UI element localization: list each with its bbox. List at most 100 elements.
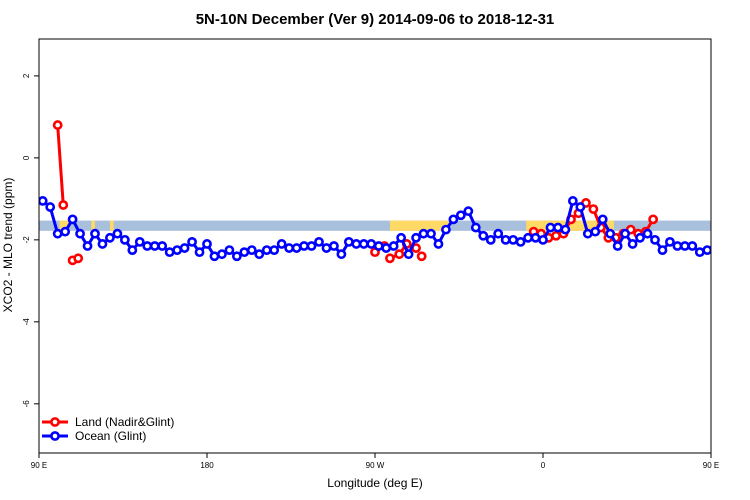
y-tick-label: 0 [22, 155, 31, 160]
plot-contents [39, 120, 741, 266]
ocean-point [605, 228, 616, 239]
legend-ocean-label: Ocean (Glint) [75, 429, 146, 443]
ocean-point [314, 237, 324, 247]
ocean-point [246, 245, 257, 255]
ocean-point [336, 249, 347, 260]
ocean-point [299, 241, 309, 251]
ocean-point [90, 228, 100, 239]
ocean-point [351, 239, 362, 249]
ocean-point [39, 196, 48, 206]
ocean-point [627, 239, 638, 249]
ocean-point [172, 245, 183, 255]
land-band-segment [389, 220, 450, 231]
ocean-point [157, 241, 168, 251]
ocean-point [441, 224, 451, 235]
ocean-point [411, 232, 421, 243]
ocean-point [202, 239, 212, 249]
ocean-point [381, 243, 392, 253]
ocean-point [112, 228, 123, 239]
ocean-point [709, 244, 711, 252]
ocean-point [493, 228, 504, 239]
ocean-point [149, 241, 160, 251]
land-point [385, 253, 395, 264]
ocean-point [67, 214, 78, 225]
ocean-point [560, 224, 571, 235]
ocean-point [726, 249, 733, 256]
land-point [728, 121, 735, 128]
ocean-point [538, 234, 548, 245]
ocean-point [470, 222, 481, 233]
ocean-point [261, 245, 272, 255]
legend-land-marker [50, 417, 60, 427]
ocean-point [567, 196, 578, 206]
y-tick-label: -4 [22, 318, 31, 326]
ocean-point [284, 243, 295, 253]
chart-title: 5N-10N December (Ver 9) 2014-09-06 to 20… [196, 11, 555, 28]
legend-land-label: Land (Nadir&Glint) [75, 415, 174, 429]
ocean-point [403, 249, 414, 260]
ocean-point [679, 241, 690, 251]
land-series-line [732, 125, 738, 205]
ocean-point [119, 234, 130, 245]
y-tick-label: -6 [22, 400, 31, 408]
ocean-point [687, 241, 698, 251]
ocean-point [224, 245, 235, 255]
land-point [416, 251, 427, 262]
x-tick-label: 0 [541, 461, 546, 470]
ocean-point [597, 214, 608, 225]
ocean-point [455, 210, 466, 221]
x-tick-label: 90 E [703, 461, 719, 470]
ocean-point [672, 241, 683, 251]
ocean-point [194, 247, 205, 258]
ocean-point [52, 228, 63, 239]
ocean-point [545, 222, 556, 233]
ocean-point [134, 237, 145, 247]
ocean-point [179, 243, 190, 253]
land-series-line [56, 124, 65, 206]
ocean-point [231, 251, 242, 262]
ocean-point [187, 237, 197, 247]
ocean-point [620, 228, 631, 239]
land-band-segment [91, 220, 95, 231]
ocean-point [575, 202, 586, 212]
ocean-point [373, 241, 384, 251]
ocean-point [508, 234, 519, 245]
ocean-point [657, 245, 668, 255]
ocean-point [478, 230, 489, 241]
ocean-point [694, 247, 705, 258]
ocean-point [329, 241, 339, 251]
ocean-point [485, 234, 496, 245]
ocean-point [433, 239, 444, 249]
ocean-band [39, 220, 711, 231]
x-tick-label: 180 [200, 461, 214, 470]
legend-ocean-marker [50, 431, 60, 441]
ocean-point [530, 232, 541, 243]
ocean-point [358, 239, 369, 249]
y-tick-label: 2 [22, 73, 31, 78]
ocean-point [719, 238, 726, 245]
ocean-point [269, 245, 280, 255]
ocean-point [343, 237, 354, 247]
x-tick-label: 90 E [31, 461, 47, 470]
ocean-point [105, 232, 115, 243]
ocean-point [291, 243, 302, 253]
legend: Land (Nadir&Glint)Ocean (Glint) [42, 415, 174, 443]
land-point [734, 201, 741, 208]
ocean-point [276, 239, 287, 249]
ocean-point [734, 240, 741, 247]
ocean-point [306, 241, 317, 251]
ocean-point [396, 232, 407, 243]
y-tick-label: -2 [22, 236, 31, 244]
ocean-point [448, 214, 459, 225]
ocean-point [553, 222, 563, 233]
ocean-point [702, 245, 711, 255]
ocean-point [500, 234, 511, 245]
ocean-point [164, 247, 175, 258]
ocean-point [254, 249, 265, 260]
ocean-point [426, 228, 436, 239]
ocean-point [388, 241, 399, 251]
ocean-point [127, 245, 138, 255]
land-point [648, 214, 659, 225]
